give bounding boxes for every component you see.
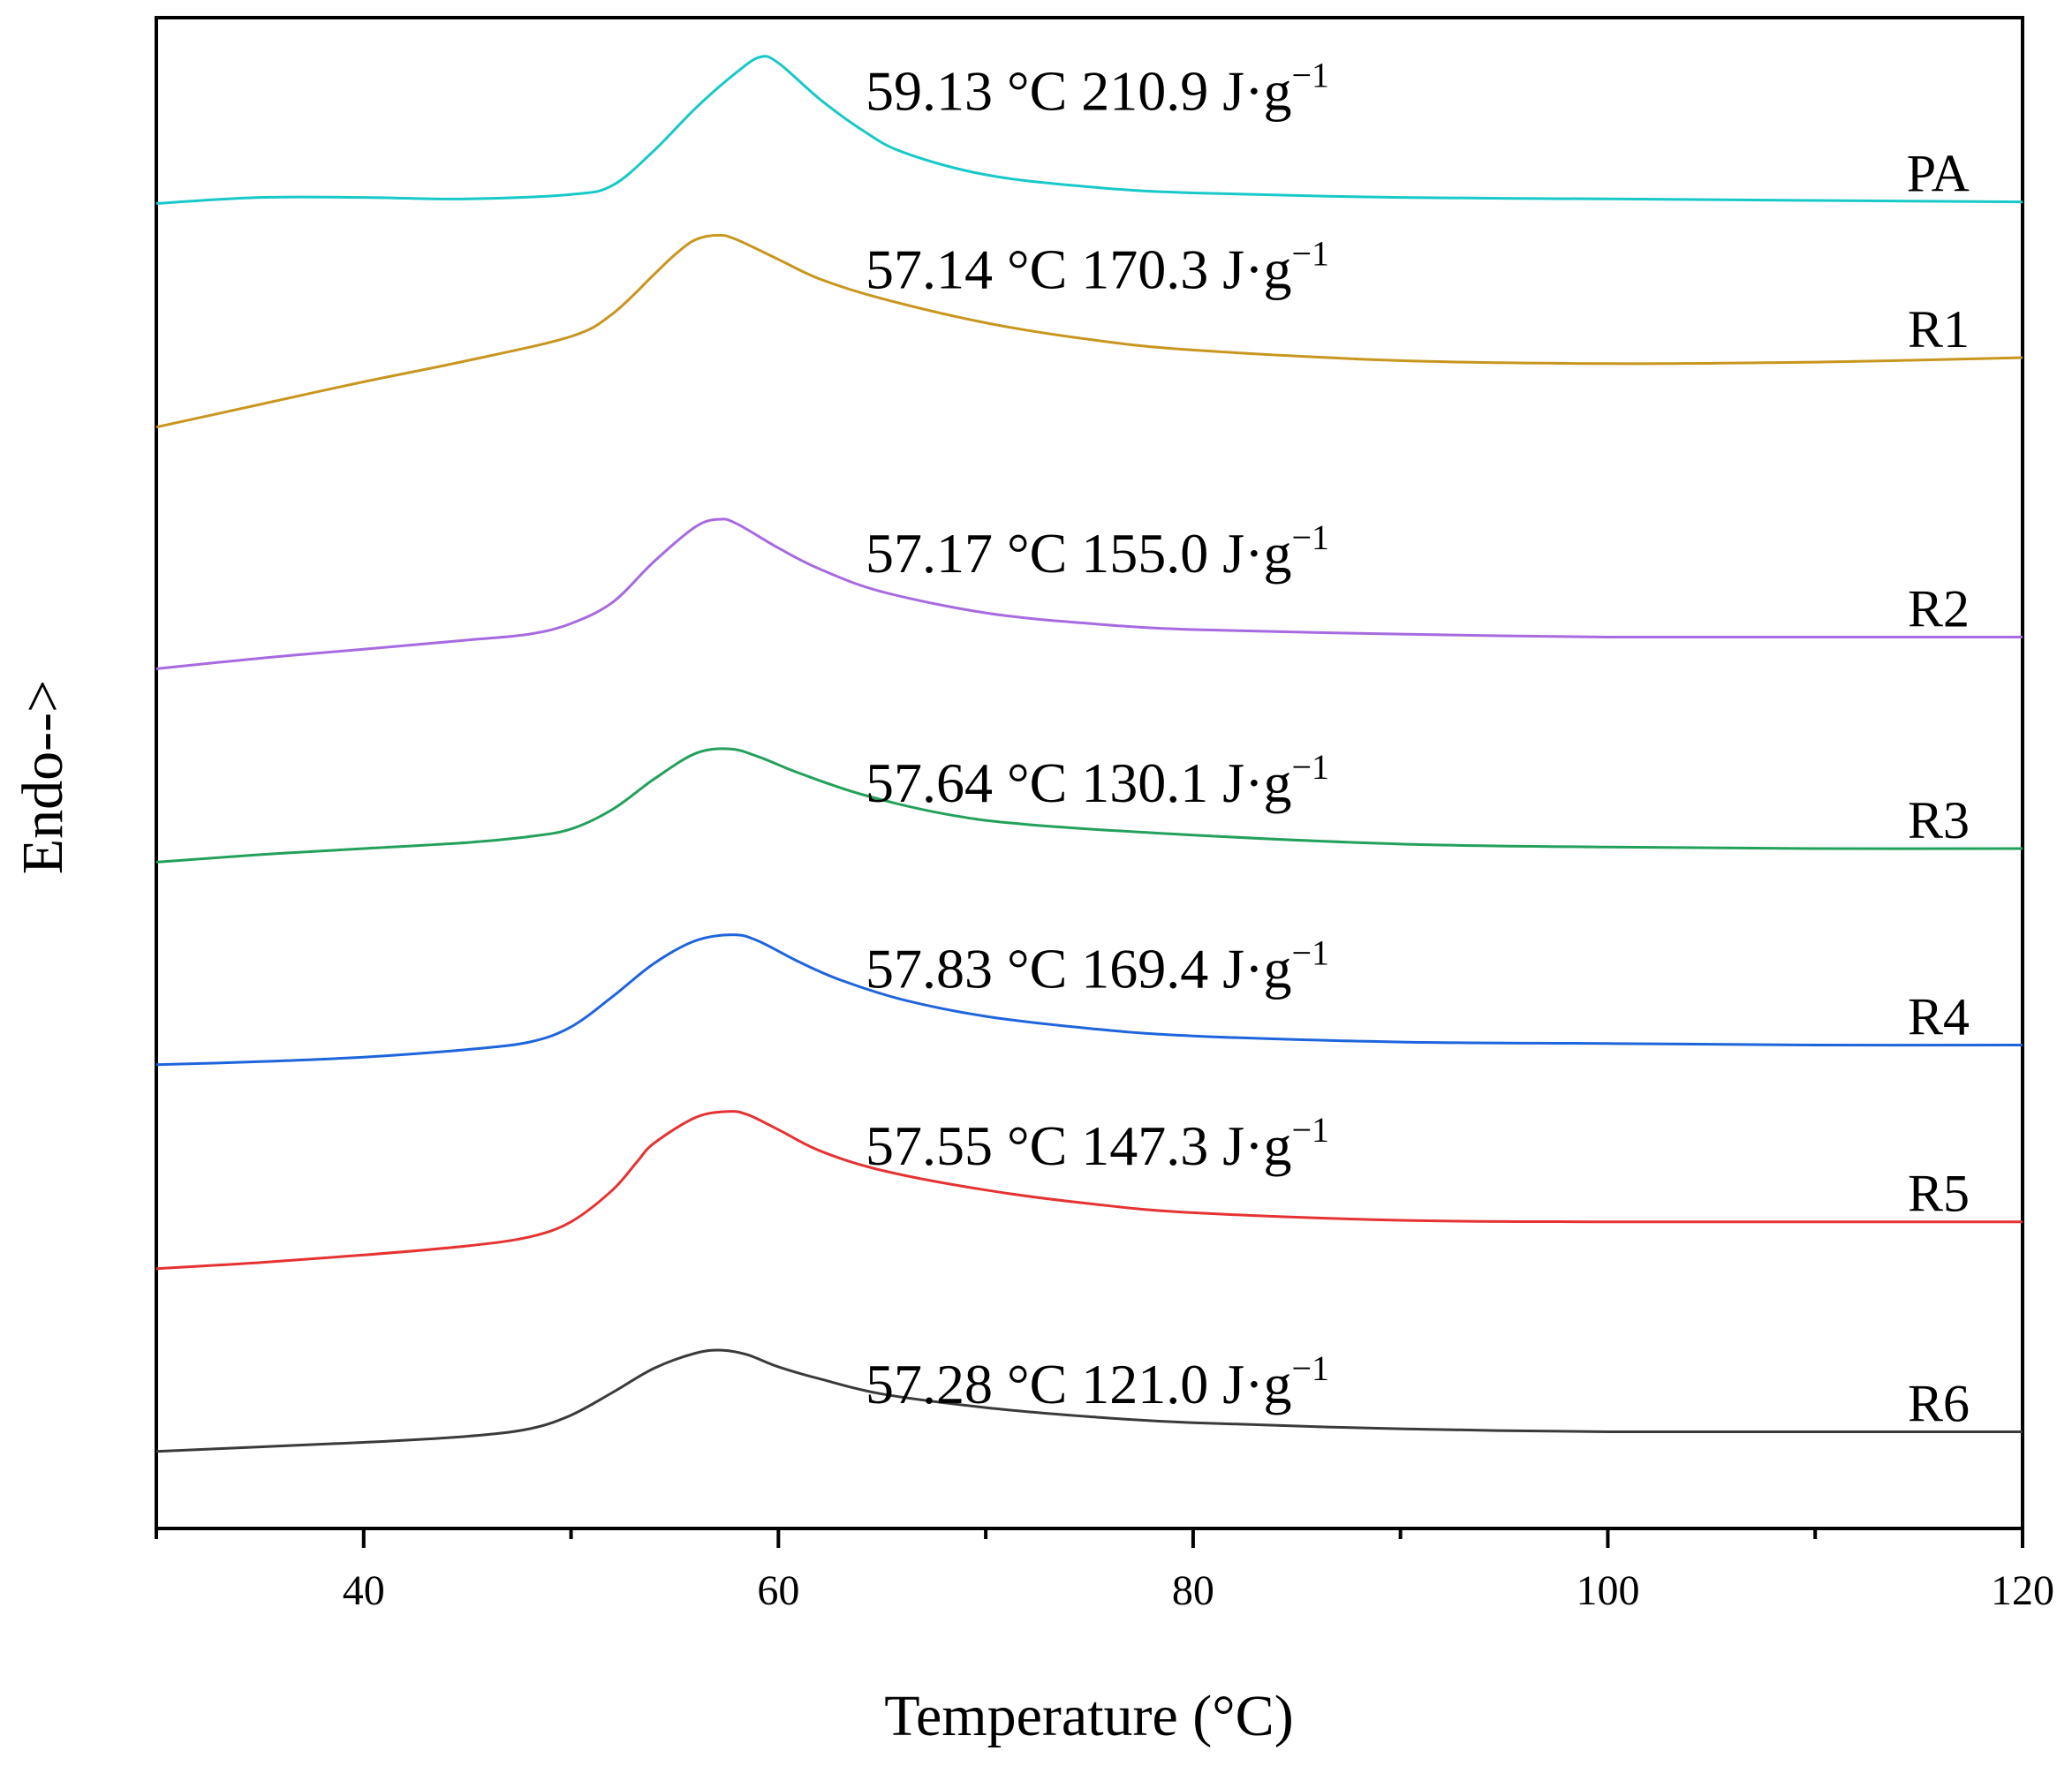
series-line-r4: [155, 933, 2023, 1067]
series-layer: [155, 55, 2023, 1453]
peak-annotation-r3: 57.64 °C 130.1 J·g−1: [866, 747, 1329, 814]
series-line-r3: [155, 747, 2023, 864]
series-line-pa: [155, 55, 2023, 205]
x-tick-label: 120: [1991, 1567, 2054, 1614]
peak-annotation-r1: 57.14 °C 170.3 J·g−1: [866, 233, 1329, 300]
x-tick-label: 60: [757, 1567, 799, 1614]
plot-frame: [155, 16, 2024, 1530]
x-axis-title: Temperature (°C): [884, 1684, 1293, 1748]
series-line-r6: [155, 1348, 2023, 1453]
x-tick-label: 100: [1576, 1567, 1639, 1614]
series-label-r5: R5: [1908, 1165, 1970, 1223]
y-axis-title: Endo-->: [11, 680, 75, 875]
series-label-r6: R6: [1908, 1374, 1970, 1432]
peak-annotation-r4: 57.83 °C 169.4 J·g−1: [866, 933, 1329, 1000]
peak-annotation-r5: 57.55 °C 147.3 J·g−1: [866, 1110, 1329, 1177]
series-line-r5: [155, 1110, 2023, 1271]
series-label-r3: R3: [1908, 791, 1970, 849]
series-line-r2: [155, 517, 2023, 670]
series-label-r4: R4: [1908, 987, 1970, 1045]
peak-annotation-r6: 57.28 °C 121.0 J·g−1: [866, 1348, 1329, 1415]
series-labels: PA 59.13 °C 210.9 J·g−1 R1 57.14 °C 170.3 J…: [866, 55, 1970, 1432]
x-tick-label: 40: [343, 1567, 385, 1614]
series-line-r1: [155, 233, 2023, 429]
x-tick-label: 80: [1172, 1567, 1214, 1614]
peak-annotation-r2: 57.17 °C 155.0 J·g−1: [866, 517, 1329, 585]
peak-annotation-pa: 59.13 °C 210.9 J·g−1: [866, 55, 1329, 122]
series-label-pa: PA: [1907, 145, 1970, 203]
series-label-r1: R1: [1908, 300, 1970, 358]
series-label-r2: R2: [1908, 580, 1970, 638]
x-axis-ticks: 40 60 80 100 120: [155, 1528, 2054, 1614]
